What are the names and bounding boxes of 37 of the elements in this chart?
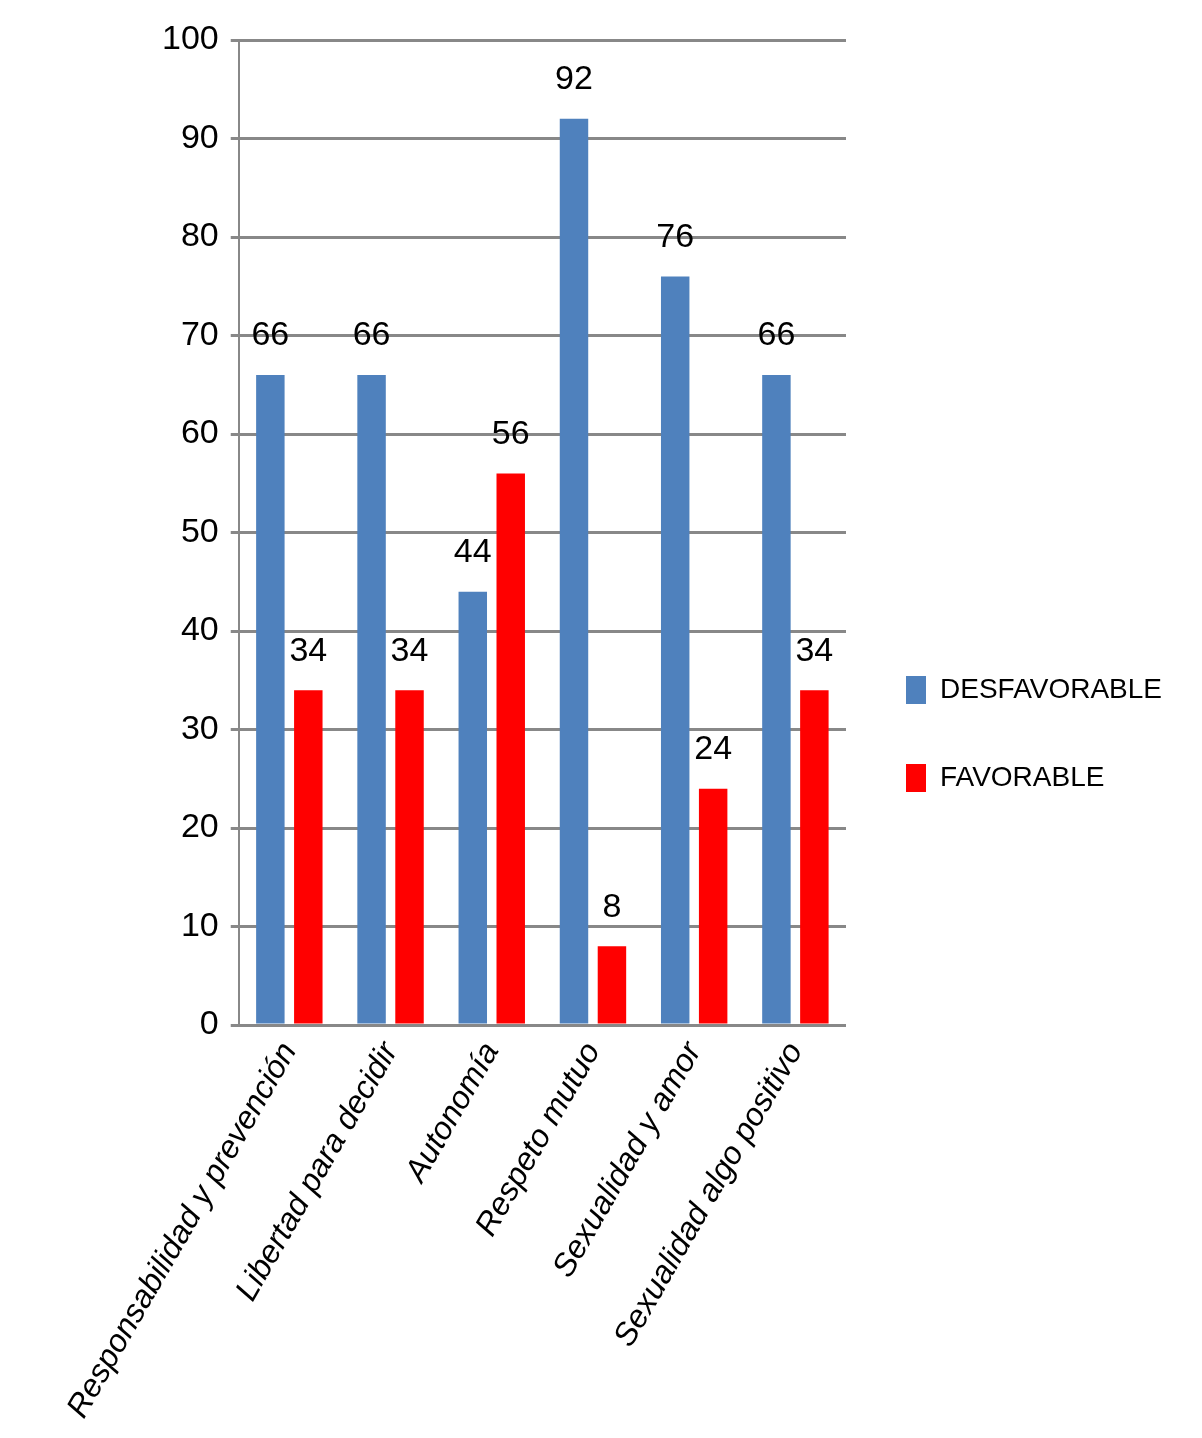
data-label: 66 — [757, 314, 796, 353]
data-label: 66 — [352, 314, 391, 353]
y-tick-label: 80 — [180, 215, 219, 254]
y-tick-label: 60 — [180, 412, 219, 451]
y-tick-label: 40 — [180, 609, 219, 648]
y-tick-label: 0 — [199, 1003, 219, 1042]
bar — [395, 690, 424, 1024]
y-tick-label: 30 — [180, 707, 219, 746]
data-label: 92 — [555, 58, 593, 97]
data-label: 24 — [694, 728, 733, 767]
bar — [800, 690, 829, 1024]
bar — [660, 276, 690, 1024]
data-label: 56 — [491, 412, 530, 451]
data-label: 76 — [656, 215, 695, 254]
y-tick-label: 20 — [180, 806, 219, 845]
y-tick-label: 90 — [180, 116, 219, 155]
data-label: 34 — [795, 629, 834, 668]
data-label: 34 — [289, 629, 328, 668]
data-label: 8 — [602, 885, 622, 924]
bar — [698, 788, 728, 1024]
bar — [294, 690, 323, 1024]
bar — [458, 591, 488, 1024]
bar — [559, 118, 589, 1024]
y-tick-label: 10 — [180, 904, 219, 943]
legend-label: FAVORABLE — [940, 760, 1105, 792]
bar — [762, 374, 791, 1024]
data-label: 66 — [251, 314, 290, 353]
y-tick-label: 100 — [161, 18, 219, 57]
bar — [256, 374, 285, 1024]
y-tick-label: 70 — [180, 313, 219, 352]
data-label: 44 — [453, 531, 492, 570]
bar — [496, 473, 525, 1024]
y-tick-label: 50 — [180, 510, 219, 549]
data-label: 34 — [390, 629, 429, 668]
bar — [357, 374, 386, 1024]
legend-label: DESFAVORABLE — [940, 672, 1163, 704]
bar — [597, 946, 627, 1024]
